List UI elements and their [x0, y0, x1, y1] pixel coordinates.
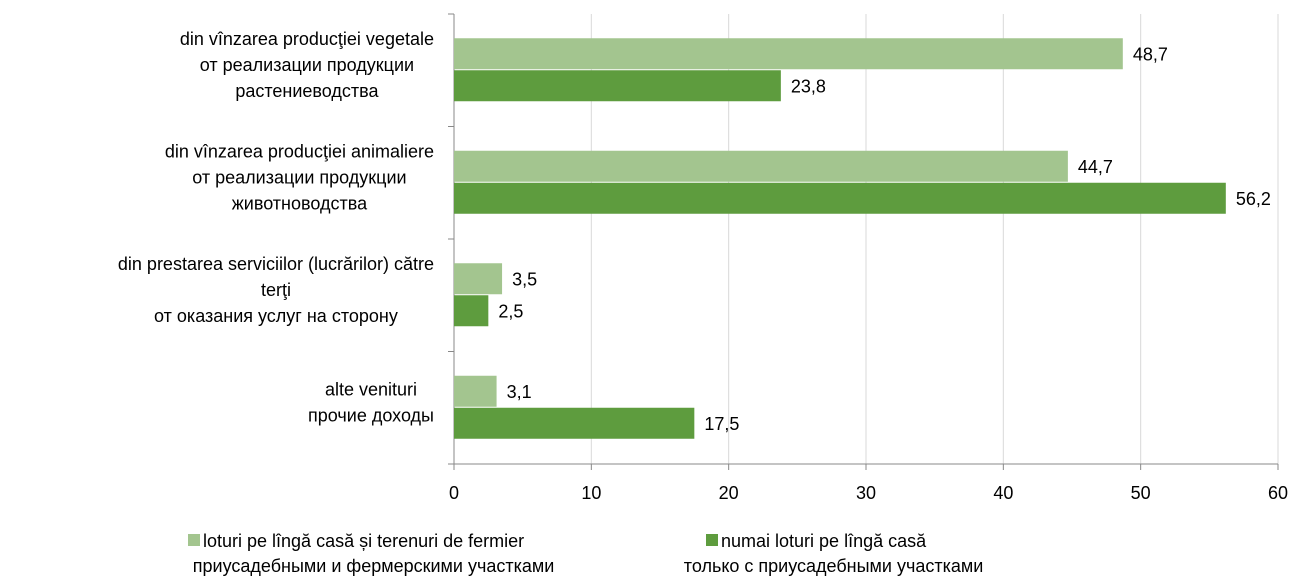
legend-label: numai loturi pe lîngă casă: [721, 531, 927, 551]
data-label: 56,2: [1236, 189, 1271, 209]
x-tick-label: 60: [1268, 483, 1288, 503]
data-label: 23,8: [791, 77, 826, 97]
bar: [454, 150, 1068, 182]
y-tick-label: животноводства: [232, 194, 368, 214]
y-tick-label: прочие доходы: [308, 406, 434, 426]
data-label: 3,5: [512, 270, 537, 290]
legend-label: loturi pe lîngă casă și terenuri de ferm…: [203, 531, 524, 551]
legend-label: только с приусадебными участками: [684, 556, 984, 576]
y-tick-label: от реализации продукции: [200, 55, 414, 75]
x-tick-label: 20: [719, 483, 739, 503]
x-tick-label: 10: [581, 483, 601, 503]
data-label: 3,1: [507, 382, 532, 402]
y-tick-label: din vînzarea producţiei vegetale: [180, 29, 434, 49]
y-tick-label: din prestarea serviciilor (lucrărilor) c…: [118, 254, 434, 274]
bar: [454, 182, 1226, 214]
bar: [454, 70, 781, 102]
x-tick-label: 0: [449, 483, 459, 503]
legend-swatch: [706, 534, 718, 546]
y-tick-label: alte venituri: [325, 380, 417, 400]
data-label: 44,7: [1078, 157, 1113, 177]
x-tick-label: 50: [1131, 483, 1151, 503]
data-label: 17,5: [704, 414, 739, 434]
bar: [454, 295, 489, 327]
data-label: 2,5: [498, 302, 523, 322]
y-tick-label: от оказания услуг на сторону: [154, 306, 398, 326]
bar: [454, 375, 497, 407]
y-tick-label: от реализации продукции: [192, 168, 406, 188]
y-tick-label: din vînzarea producţiei animaliere: [165, 142, 434, 162]
legend-label: приусадебными и фермерскими участками: [193, 556, 555, 576]
x-tick-label: 40: [993, 483, 1013, 503]
y-tick-label: растениеводства: [235, 81, 379, 101]
data-label: 48,7: [1133, 45, 1168, 65]
bar: [454, 38, 1123, 70]
bar: [454, 407, 695, 439]
y-tick-label: terţi: [261, 280, 291, 300]
x-tick-label: 30: [856, 483, 876, 503]
legend-swatch: [188, 534, 200, 546]
bar: [454, 263, 503, 295]
